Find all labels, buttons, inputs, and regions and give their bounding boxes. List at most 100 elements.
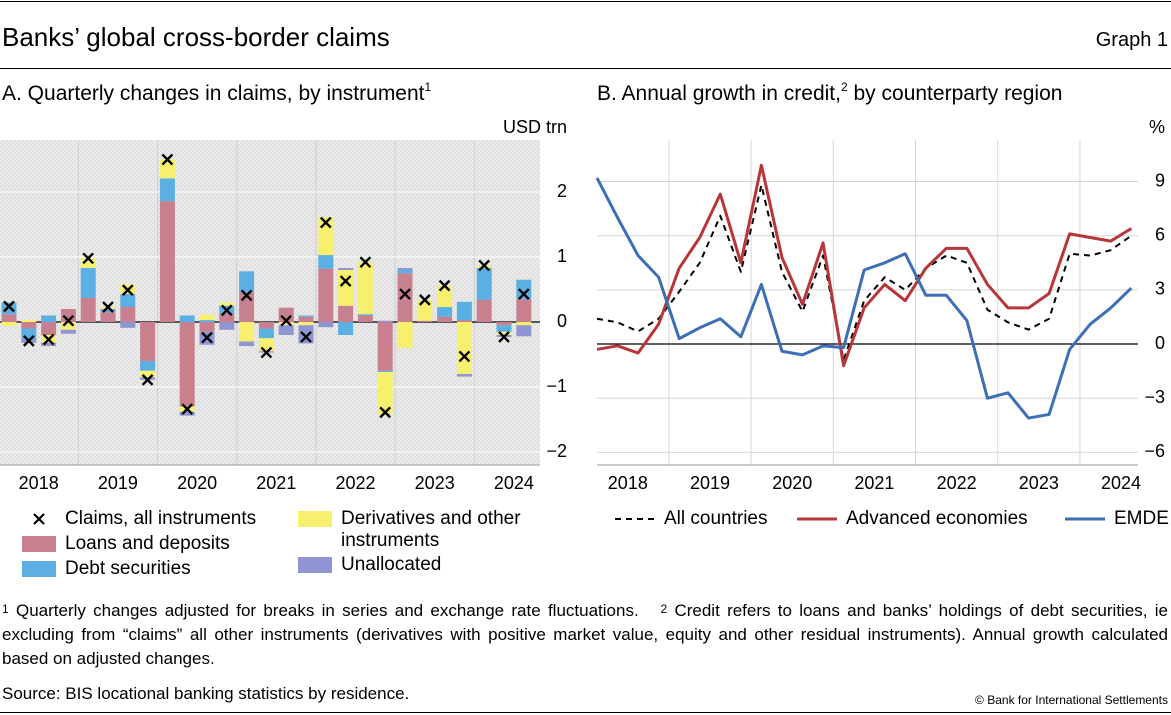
legend-label: Unallocated xyxy=(341,554,442,575)
bar-segment xyxy=(516,279,532,300)
legend-swatch xyxy=(22,536,56,552)
bar-segment xyxy=(298,316,314,322)
bar-segment xyxy=(397,268,413,270)
x-tick-label: 2023 xyxy=(1019,473,1059,493)
bar-segment xyxy=(1,302,17,315)
legend-label: Debt securities xyxy=(65,558,191,579)
bar-segment xyxy=(239,271,255,293)
bar-segment xyxy=(496,325,512,332)
bar-segment xyxy=(80,297,96,322)
x-tick-label: 2021 xyxy=(256,473,296,493)
total-marker xyxy=(418,294,431,306)
total-marker xyxy=(240,289,253,302)
bar-segment xyxy=(179,315,195,322)
bar-segment xyxy=(159,178,175,202)
y-tick-label: −2 xyxy=(546,441,567,461)
y-tick-label: 1 xyxy=(557,246,567,266)
total-marker xyxy=(359,256,372,269)
bar-segment xyxy=(239,341,255,347)
total-marker xyxy=(82,252,95,265)
y-tick-label: 3 xyxy=(1155,279,1165,299)
footnotes: 1 Quarterly changes adjusted for breaks … xyxy=(2,599,1168,671)
legend-swatch-box xyxy=(22,536,56,552)
x-tick-label: 2019 xyxy=(690,473,730,493)
x-tick-label: 2022 xyxy=(937,473,977,493)
total-marker xyxy=(280,314,293,327)
bar-segment xyxy=(516,322,532,326)
bar-segment xyxy=(437,316,453,322)
panel-title-text: by counterparty region xyxy=(847,82,1063,105)
bar-segment xyxy=(199,322,215,332)
unit-label: USD trn xyxy=(503,117,567,137)
panel-title-text: A. Quarterly changes in claims, by instr… xyxy=(2,82,425,105)
bar-segment xyxy=(60,329,76,334)
bar-segment xyxy=(140,322,156,361)
legend-swatch xyxy=(615,518,655,520)
total-marker xyxy=(141,374,154,386)
bar-segment xyxy=(41,322,57,335)
bar-segment xyxy=(278,322,294,326)
bar-segment xyxy=(338,268,354,270)
bar-segment xyxy=(21,320,37,322)
bar-segment xyxy=(437,307,453,317)
series-line xyxy=(595,177,1133,420)
bar-segment xyxy=(377,370,393,373)
total-marker xyxy=(62,314,75,327)
bar-segment xyxy=(357,315,373,322)
total-marker xyxy=(458,350,471,363)
bar-segment xyxy=(516,325,532,337)
bar-segment xyxy=(338,270,354,306)
note-ref: 1 xyxy=(424,80,432,94)
total-marker xyxy=(161,153,174,166)
bar-segment xyxy=(199,314,215,321)
total-marker xyxy=(260,346,273,359)
legend-item: Unallocated xyxy=(298,554,541,576)
bar-segment xyxy=(159,201,175,322)
legend-item: Loans and deposits xyxy=(22,533,265,555)
bar-segment xyxy=(80,268,96,298)
bar-segment xyxy=(140,361,156,371)
total-marker xyxy=(319,216,332,229)
bar-segment xyxy=(338,322,354,335)
total-marker xyxy=(399,288,411,300)
bar-segment xyxy=(159,159,175,179)
bar-segment xyxy=(516,299,532,322)
total-marker xyxy=(22,335,35,347)
bar-segment xyxy=(258,322,274,329)
total-marker xyxy=(181,403,194,415)
bar-segment xyxy=(377,372,393,414)
legend-label: Claims, all instruments xyxy=(65,508,257,529)
legend-item: Advanced economies xyxy=(797,508,1028,530)
bar-segment xyxy=(298,325,314,344)
bar-segment xyxy=(179,411,195,416)
legend-item: EMDE xyxy=(1065,508,1169,530)
charts: 2018 2019 2020 2021 2022 2023 2024 −2 −1 0 1 2 USD t… xyxy=(0,117,1165,493)
panel-title: B. Annual growth in credit,2 by counterp… xyxy=(597,80,1063,106)
bar-segment xyxy=(417,299,433,321)
legend-label: All countries xyxy=(664,508,768,529)
footnote-mark: 1 xyxy=(2,602,9,616)
footnote-text: Quarterly changes adjusted for breaks in… xyxy=(15,601,639,620)
series-line xyxy=(596,184,1132,362)
legend-item: Claims, all instruments xyxy=(22,508,265,530)
bar-segment xyxy=(120,322,136,328)
bar-segment xyxy=(318,322,334,328)
total-marker xyxy=(498,331,510,343)
bar-segment xyxy=(397,273,413,322)
unit-label: % xyxy=(1149,117,1165,137)
bar-segment xyxy=(100,309,116,313)
x-tick-label: 2018 xyxy=(19,473,59,493)
bar-segment xyxy=(357,314,373,316)
x-tick-label: 2020 xyxy=(177,473,217,493)
graph-label: Graph 1 xyxy=(1095,29,1168,51)
page-title: Banks’ global cross-border claims xyxy=(2,22,390,52)
bar-segment xyxy=(140,370,156,378)
total-marker xyxy=(438,279,451,292)
y-tick-label: 0 xyxy=(557,311,567,331)
y-tick-label: −1 xyxy=(546,376,567,396)
bar-segment xyxy=(377,320,393,322)
bar-segment xyxy=(278,325,294,335)
total-marker xyxy=(379,406,392,419)
y-tick-label: 0 xyxy=(1155,333,1165,353)
